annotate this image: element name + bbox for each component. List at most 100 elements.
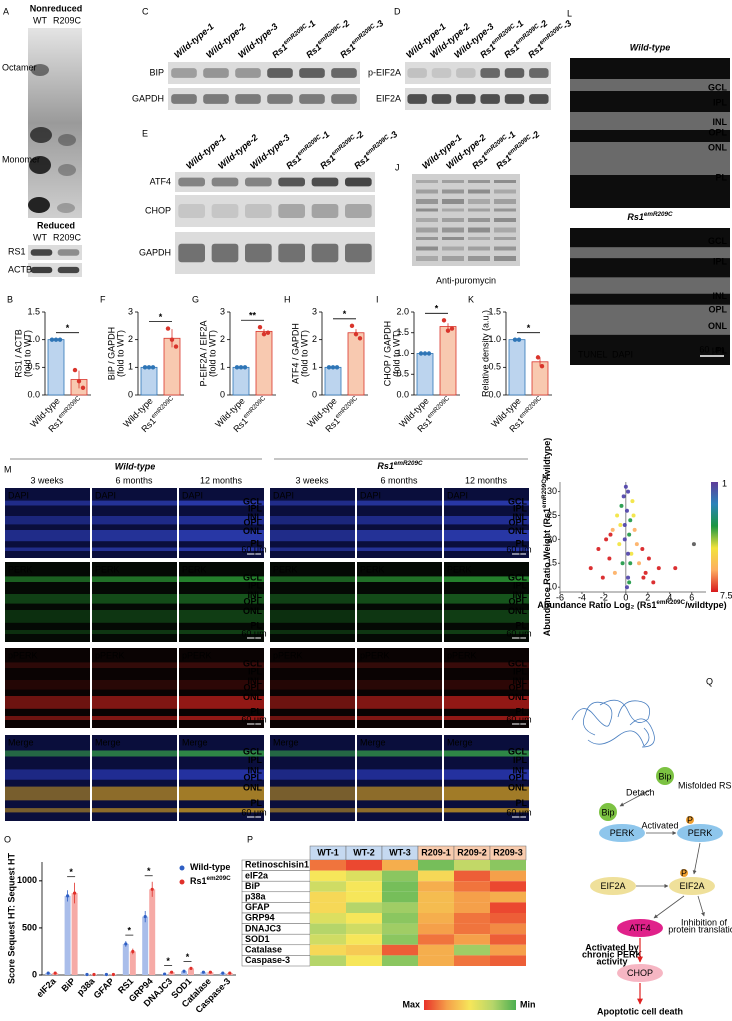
- data-point: [610, 527, 615, 532]
- tissue-layer: [92, 808, 177, 813]
- heat-cell: [454, 891, 490, 903]
- bar: [347, 332, 365, 396]
- blot-band: [442, 199, 464, 204]
- legend-label: Rs1em209C: [190, 875, 231, 886]
- row-label: p-EIF2A: [368, 67, 401, 77]
- heat-cell: [382, 902, 418, 913]
- blot: [405, 88, 551, 110]
- data-point: [626, 575, 631, 580]
- stain-label: Merge: [182, 737, 208, 747]
- data-point: [238, 365, 244, 370]
- tissue-layer: [5, 696, 90, 709]
- heat-cell: [490, 934, 526, 945]
- layer-label: IPL: [248, 666, 263, 676]
- blot-band: [494, 199, 516, 204]
- data-point: [169, 337, 175, 342]
- heat-cell: [418, 902, 454, 913]
- stain-label: pPERK: [447, 650, 477, 660]
- heat-cell: [310, 923, 346, 935]
- tissue-layer: [444, 594, 529, 604]
- layer-label: INL: [513, 590, 528, 600]
- data-point: [261, 331, 267, 337]
- annotation: Activated by: [585, 942, 639, 952]
- heat-cell: [490, 891, 526, 903]
- y-tick-label: 2.0: [396, 306, 409, 316]
- label-part: emR209C: [541, 479, 548, 508]
- blot-band: [494, 227, 516, 233]
- layer-label: GCL: [243, 496, 263, 506]
- tissue-layer: [357, 786, 442, 801]
- data-point: [631, 513, 636, 518]
- data-point: [150, 365, 156, 370]
- time-label: 6 months: [115, 475, 153, 485]
- layer-label: GCL: [243, 572, 263, 582]
- row-header: p38a: [245, 891, 267, 901]
- x-tick-label: 0: [623, 592, 628, 602]
- tissue-layer: [357, 594, 442, 604]
- tissue-layer: [444, 610, 529, 623]
- tissue-layer: [357, 808, 442, 813]
- tissue-layer: [444, 680, 529, 690]
- panel-letter: N: [542, 472, 549, 482]
- heat-cell: [490, 870, 526, 882]
- blot-band: [278, 203, 305, 219]
- annotation: activity: [596, 956, 627, 966]
- bar-dot: [92, 972, 96, 977]
- row-header: Catalase: [245, 944, 282, 954]
- y-axis-label: Score Sequest HT: Sequest HT: [6, 852, 16, 984]
- label-part: emR209C: [644, 211, 673, 218]
- tissue-layer: [270, 696, 355, 709]
- tissue-layer: [357, 547, 442, 551]
- tissue-layer: [270, 716, 355, 720]
- tissue-layer: [5, 716, 90, 720]
- tissue-layer: [357, 696, 442, 709]
- y-tick-label: 0.5: [27, 362, 40, 372]
- data-point: [643, 570, 648, 575]
- tissue-layer: [357, 530, 442, 542]
- tissue-layer: [357, 500, 442, 506]
- tissue-layer: [444, 547, 529, 551]
- blot-caption: Anti-puromycin: [436, 275, 496, 285]
- data-point: [596, 546, 601, 551]
- bar: [232, 366, 250, 396]
- label-part: Wild-type: [190, 862, 230, 872]
- tissue-layer: [92, 716, 177, 720]
- layer-label: INL: [513, 765, 528, 775]
- label-part: Abundance Ratio Log₂ (Rs1: [537, 600, 656, 610]
- y-axis-label: (fold to WT): [115, 330, 125, 377]
- layer-label: ONL: [508, 526, 528, 536]
- blot-band: [178, 203, 205, 219]
- pathway-node: [669, 877, 715, 895]
- data-point: [628, 561, 633, 566]
- x-tick-label: -6: [556, 592, 564, 602]
- layer-label: PL: [250, 620, 262, 630]
- tissue-layer: [179, 680, 264, 690]
- data-point: [334, 365, 340, 370]
- layer-label: GCL: [508, 658, 528, 668]
- layer-label: INL: [248, 512, 263, 522]
- layer-label: IPL: [713, 257, 728, 267]
- panel-letter: C: [142, 6, 149, 16]
- heat-cell: [346, 902, 382, 913]
- data-point: [607, 556, 612, 561]
- data-point: [628, 518, 633, 523]
- nuclear-layer: [570, 79, 730, 91]
- y-tick-label: 0.5: [396, 369, 409, 379]
- blot-band: [442, 208, 464, 212]
- blot-band: [345, 243, 372, 263]
- heat-cell: [490, 860, 526, 871]
- panel-letter: I: [376, 294, 379, 304]
- layer-label: PL: [250, 538, 262, 548]
- layer-label: ONL: [508, 606, 528, 616]
- legend-marker: [179, 879, 185, 885]
- label-part: emR209C: [394, 460, 423, 467]
- blot-band: [442, 189, 464, 194]
- panel-letter: H: [284, 294, 291, 304]
- layer-label: INL: [713, 291, 728, 301]
- y-tick-label: 20: [547, 534, 557, 544]
- y-axis-label: (fold to WT): [391, 330, 401, 377]
- y-tick-label: 0: [32, 969, 37, 979]
- x-tick-label: 2: [645, 592, 650, 602]
- lane-label: R209C: [53, 232, 82, 242]
- heat-cell: [490, 913, 526, 924]
